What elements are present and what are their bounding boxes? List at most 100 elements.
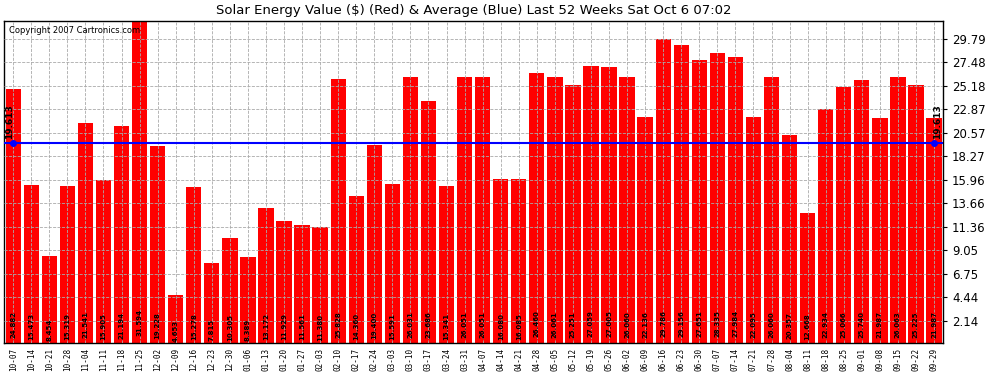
Bar — [638, 117, 652, 343]
Text: 19.400: 19.400 — [371, 312, 377, 339]
Bar — [457, 77, 472, 343]
Bar — [385, 184, 400, 343]
Bar — [837, 87, 851, 343]
Bar — [276, 221, 292, 343]
Text: 22.136: 22.136 — [643, 312, 648, 338]
Bar — [42, 256, 57, 343]
Text: 26.063: 26.063 — [895, 311, 901, 338]
Text: 20.357: 20.357 — [787, 312, 793, 339]
Text: 22.095: 22.095 — [750, 312, 756, 338]
Bar — [78, 123, 93, 343]
Text: 24.882: 24.882 — [10, 311, 16, 338]
Bar — [818, 109, 834, 343]
Bar — [294, 225, 310, 343]
Bar — [24, 185, 39, 343]
Bar — [565, 85, 580, 343]
Title: Solar Energy Value ($) (Red) & Average (Blue) Last 52 Weeks Sat Oct 6 07:02: Solar Energy Value ($) (Red) & Average (… — [216, 4, 732, 17]
Text: 22.934: 22.934 — [823, 311, 829, 338]
Bar — [114, 126, 130, 343]
Bar — [529, 73, 545, 343]
Bar — [872, 118, 887, 343]
Bar — [493, 178, 509, 343]
Text: 16.085: 16.085 — [516, 313, 522, 339]
Bar — [6, 89, 21, 343]
Bar — [927, 118, 941, 343]
Bar — [241, 257, 255, 343]
Bar — [728, 57, 743, 343]
Bar — [620, 76, 635, 343]
Text: 23.686: 23.686 — [426, 311, 432, 338]
Text: Copyright 2007 Cartronics.com: Copyright 2007 Cartronics.com — [9, 26, 140, 35]
Text: 11.561: 11.561 — [299, 314, 305, 340]
Text: 26.051: 26.051 — [461, 311, 467, 338]
Bar — [149, 147, 165, 343]
Text: 15.278: 15.278 — [191, 313, 197, 340]
Text: 19.228: 19.228 — [154, 312, 160, 339]
Text: 25.225: 25.225 — [913, 311, 919, 338]
Bar — [475, 77, 490, 343]
Text: 29.786: 29.786 — [660, 310, 666, 337]
Text: 26.460: 26.460 — [534, 310, 540, 338]
Text: 25.740: 25.740 — [858, 310, 865, 338]
Bar — [132, 20, 148, 343]
Bar — [331, 79, 346, 343]
Text: 21.541: 21.541 — [82, 312, 88, 339]
Text: 15.341: 15.341 — [444, 313, 449, 340]
Bar — [890, 76, 906, 343]
Bar — [547, 76, 562, 343]
Text: 19.613: 19.613 — [934, 105, 942, 140]
Text: 11.929: 11.929 — [281, 314, 287, 340]
Text: 27.651: 27.651 — [696, 310, 702, 337]
Text: 21.194: 21.194 — [119, 311, 125, 339]
Text: 15.905: 15.905 — [100, 313, 107, 340]
Text: 26.031: 26.031 — [408, 310, 414, 338]
Bar — [258, 208, 273, 343]
Text: 14.360: 14.360 — [353, 313, 359, 340]
Text: 27.059: 27.059 — [588, 310, 594, 338]
Bar — [366, 145, 382, 343]
Text: 10.305: 10.305 — [227, 314, 233, 341]
Bar — [403, 77, 418, 343]
Text: 26.060: 26.060 — [624, 311, 630, 338]
Bar — [655, 39, 671, 343]
Bar — [601, 67, 617, 343]
Text: 28.335: 28.335 — [715, 310, 721, 337]
Text: 15.591: 15.591 — [389, 313, 395, 340]
Text: 8.389: 8.389 — [245, 319, 250, 341]
Bar — [186, 187, 201, 343]
Bar — [204, 263, 220, 343]
Text: 21.987: 21.987 — [931, 311, 937, 338]
Bar — [168, 296, 183, 343]
Bar — [421, 101, 437, 343]
Text: 19.613: 19.613 — [5, 105, 14, 140]
Text: 26.051: 26.051 — [479, 311, 486, 338]
Bar — [854, 80, 869, 343]
Text: 21.987: 21.987 — [877, 311, 883, 338]
Text: 31.594: 31.594 — [137, 309, 143, 336]
Bar — [800, 213, 816, 343]
Text: 7.815: 7.815 — [209, 319, 215, 341]
Text: 4.653: 4.653 — [172, 320, 178, 342]
Text: 16.080: 16.080 — [498, 312, 504, 339]
Text: 15.319: 15.319 — [64, 313, 70, 340]
Bar — [692, 60, 707, 343]
Bar — [673, 45, 689, 343]
Bar — [908, 85, 924, 343]
Text: 11.380: 11.380 — [317, 314, 323, 340]
Bar — [583, 66, 599, 343]
Text: 15.473: 15.473 — [29, 312, 35, 340]
Text: 8.454: 8.454 — [47, 319, 52, 341]
Text: 25.828: 25.828 — [336, 311, 342, 338]
Bar — [439, 186, 454, 343]
Bar — [222, 238, 238, 343]
Text: 25.251: 25.251 — [570, 311, 576, 338]
Bar — [59, 186, 75, 343]
Bar — [348, 196, 364, 343]
Bar — [710, 54, 725, 343]
Text: 26.061: 26.061 — [551, 311, 557, 338]
Bar — [745, 117, 761, 343]
Text: 27.984: 27.984 — [733, 310, 739, 337]
Bar — [313, 226, 328, 343]
Text: 29.156: 29.156 — [678, 310, 684, 337]
Text: 26.060: 26.060 — [768, 311, 774, 338]
